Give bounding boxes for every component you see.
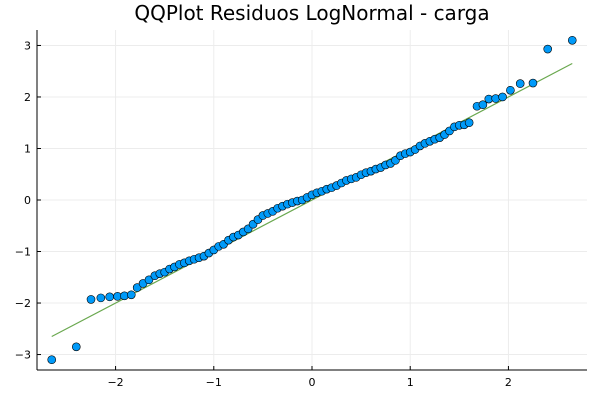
data-point	[132, 283, 142, 292]
y-tick-label: 0	[24, 194, 31, 207]
data-points	[47, 36, 577, 364]
data-point	[543, 44, 553, 54]
x-tick-label: −1	[206, 376, 222, 389]
data-point	[96, 293, 106, 303]
data-point	[506, 85, 515, 95]
data-point	[478, 100, 488, 109]
data-point	[86, 295, 96, 304]
x-tick-label: 1	[407, 376, 414, 389]
x-tick-label: 2	[505, 376, 512, 389]
y-tick-label: −2	[15, 297, 31, 310]
data-point	[47, 355, 57, 364]
tick-labels: −2 −1 0 1 2 −3 −2 −1 0 1 2 3	[15, 39, 512, 389]
data-point	[71, 342, 81, 352]
data-point	[515, 79, 525, 88]
y-tick-label: 2	[24, 91, 31, 104]
data-point	[528, 78, 538, 88]
x-tick-label: 0	[309, 376, 316, 389]
data-point	[464, 118, 474, 128]
data-point	[567, 36, 577, 45]
data-point	[126, 290, 136, 300]
axes	[36, 30, 587, 371]
data-point	[144, 275, 154, 285]
y-tick-label: −3	[15, 349, 31, 362]
chart-title: QQPlot Residuos LogNormal - carga	[134, 1, 489, 25]
y-tick-label: −1	[15, 246, 31, 259]
y-tick-label: 3	[24, 39, 31, 52]
x-tick-label: −2	[107, 376, 123, 389]
data-point	[105, 292, 114, 302]
y-tick-label: 1	[24, 142, 31, 155]
data-point	[498, 92, 507, 102]
